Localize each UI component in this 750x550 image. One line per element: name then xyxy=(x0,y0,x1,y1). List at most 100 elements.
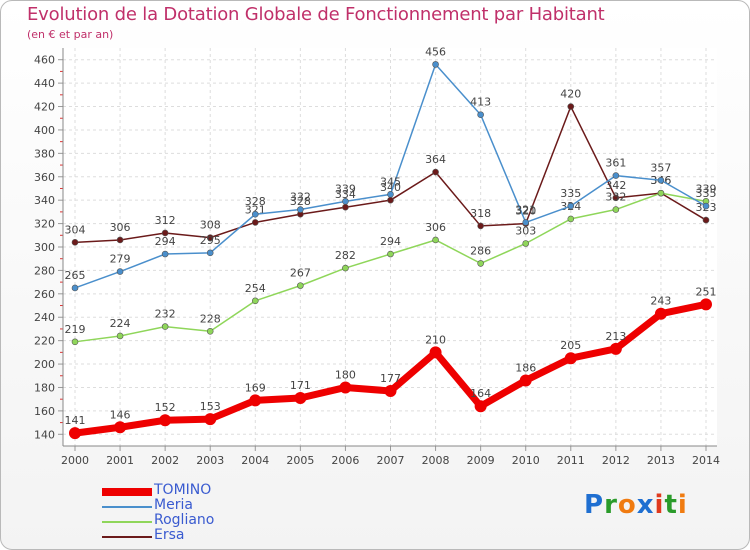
data-label-tomino: 186 xyxy=(515,361,536,374)
data-point-tomino xyxy=(654,307,667,320)
data-label-ersa: 364 xyxy=(425,153,446,166)
data-point-tomino xyxy=(114,421,127,434)
data-point-meria xyxy=(116,268,124,275)
y-tick-label: 320 xyxy=(34,218,55,231)
data-point-tomino xyxy=(249,394,262,407)
data-label-rogliano: 254 xyxy=(245,282,266,295)
data-point-rogliano xyxy=(116,332,124,340)
legend-swatch xyxy=(102,488,152,496)
data-label-ersa: 318 xyxy=(470,207,491,220)
y-tick-label: 220 xyxy=(34,335,55,348)
data-point-tomino xyxy=(339,381,352,394)
data-label-rogliano: 224 xyxy=(110,317,131,330)
x-tick-label: 2010 xyxy=(512,454,540,467)
data-label-rogliano: 294 xyxy=(380,235,401,248)
data-point-ersa xyxy=(477,222,484,230)
data-point-rogliano xyxy=(297,282,304,289)
logo-letter: P xyxy=(584,490,605,520)
data-label-meria: 335 xyxy=(560,187,581,200)
x-tick-label: 2000 xyxy=(61,454,89,467)
data-label-meria: 357 xyxy=(650,161,671,174)
data-label-tomino: 153 xyxy=(200,400,221,413)
data-label-tomino: 251 xyxy=(696,285,717,298)
data-point-rogliano xyxy=(206,327,214,335)
data-point-meria xyxy=(251,210,259,218)
data-point-meria xyxy=(657,176,665,184)
data-point-ersa xyxy=(251,219,259,226)
logo-letter: r xyxy=(604,490,618,520)
data-point-meria xyxy=(567,202,575,210)
logo-letter: i xyxy=(677,490,688,520)
data-point-rogliano xyxy=(567,215,575,223)
data-point-meria xyxy=(387,191,394,198)
data-point-meria xyxy=(297,206,304,213)
data-point-tomino xyxy=(429,346,442,359)
data-label-tomino: 152 xyxy=(155,401,176,414)
data-point-rogliano xyxy=(432,236,439,244)
data-label-tomino: 171 xyxy=(290,379,311,392)
legend-swatch xyxy=(102,521,152,523)
data-point-meria xyxy=(612,172,620,179)
y-tick-label: 400 xyxy=(34,124,55,137)
data-label-rogliano: 306 xyxy=(425,221,446,234)
x-tick-label: 2012 xyxy=(602,454,630,467)
data-label-rogliano: 286 xyxy=(470,244,491,257)
data-point-rogliano xyxy=(342,264,349,272)
x-tick-label: 2014 xyxy=(692,454,720,467)
data-point-ersa xyxy=(432,168,439,176)
data-label-tomino: 177 xyxy=(380,372,401,385)
data-label-rogliano: 303 xyxy=(515,224,536,237)
data-point-tomino xyxy=(700,298,712,311)
data-point-meria xyxy=(477,111,484,119)
y-tick-label: 420 xyxy=(34,101,55,114)
x-tick-label: 2011 xyxy=(557,454,585,467)
data-label-ersa: 304 xyxy=(65,223,86,236)
data-point-meria xyxy=(161,250,169,258)
data-point-rogliano xyxy=(612,206,620,213)
data-label-meria: 279 xyxy=(110,253,131,266)
y-tick-label: 340 xyxy=(34,194,55,207)
proxiti-logo: Proxiti xyxy=(584,490,688,520)
data-point-tomino xyxy=(69,427,81,440)
data-point-ersa xyxy=(161,229,169,237)
data-label-tomino: 243 xyxy=(650,295,671,308)
data-point-meria xyxy=(522,219,530,226)
data-label-meria: 265 xyxy=(65,269,86,282)
data-label-meria: 339 xyxy=(335,182,356,195)
data-label-tomino: 205 xyxy=(560,339,581,352)
data-point-rogliano xyxy=(161,323,169,330)
data-label-meria: 413 xyxy=(470,96,491,109)
x-tick-label: 2003 xyxy=(196,454,224,467)
data-point-rogliano xyxy=(657,189,665,197)
data-label-meria: 456 xyxy=(425,45,446,58)
data-label-rogliano: 339 xyxy=(696,182,717,195)
data-point-ersa xyxy=(116,236,124,244)
data-label-meria: 321 xyxy=(515,203,536,216)
x-tick-label: 2004 xyxy=(241,454,269,467)
data-label-meria: 295 xyxy=(200,234,221,247)
logo-letter: t xyxy=(664,490,678,520)
data-label-rogliano: 267 xyxy=(290,267,311,280)
x-tick-label: 2009 xyxy=(467,454,495,467)
data-label-meria: 345 xyxy=(380,175,401,188)
legend-swatch xyxy=(102,506,152,508)
data-point-meria xyxy=(206,249,214,257)
chart-subtitle: (en € et par an) xyxy=(27,28,114,41)
data-point-meria xyxy=(702,202,710,210)
data-label-ersa: 420 xyxy=(560,88,581,101)
data-point-tomino xyxy=(294,392,307,405)
x-tick-label: 2002 xyxy=(151,454,179,467)
data-label-meria: 335 xyxy=(696,187,717,200)
data-point-tomino xyxy=(204,413,217,426)
logo-letter: o xyxy=(617,490,637,520)
data-label-meria: 294 xyxy=(155,235,176,248)
legend-label: Meria xyxy=(154,497,193,513)
y-tick-label: 380 xyxy=(34,147,55,160)
data-point-rogliano xyxy=(522,240,530,247)
data-point-rogliano xyxy=(387,250,394,258)
y-tick-label: 260 xyxy=(34,288,55,301)
data-label-ersa: 306 xyxy=(110,221,131,234)
data-point-tomino xyxy=(159,414,172,427)
x-tick-label: 2005 xyxy=(286,454,314,467)
data-point-rogliano xyxy=(477,260,484,267)
